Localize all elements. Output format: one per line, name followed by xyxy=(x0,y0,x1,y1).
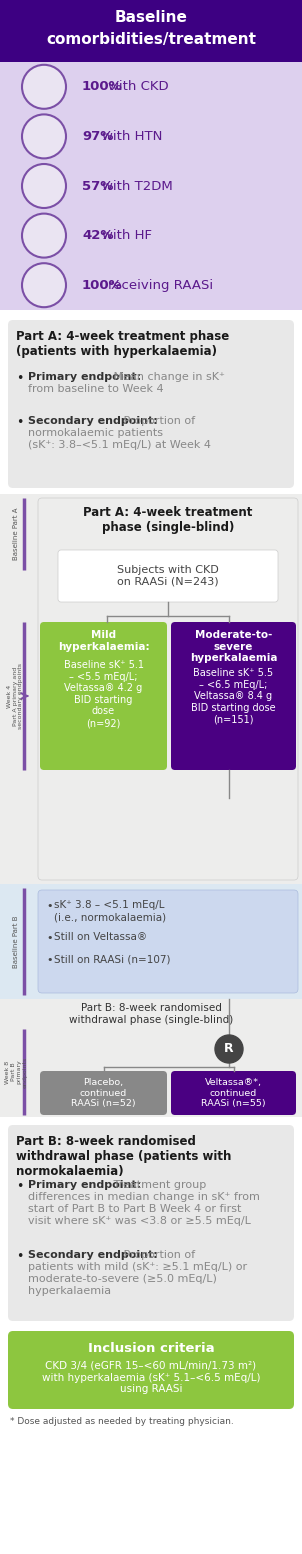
FancyBboxPatch shape xyxy=(8,320,294,488)
FancyBboxPatch shape xyxy=(171,1071,296,1116)
Text: comorbidities/treatment: comorbidities/treatment xyxy=(46,33,256,47)
Text: Part A: 4-week treatment phase
(patients with hyperkalaemia): Part A: 4-week treatment phase (patients… xyxy=(16,329,229,357)
Text: Part A: 4-week treatment
phase (single-blind): Part A: 4-week treatment phase (single-b… xyxy=(83,507,253,535)
Text: with HF: with HF xyxy=(102,228,153,242)
Text: normokalaemic patients: normokalaemic patients xyxy=(28,427,163,438)
Text: CKD 3/4 (eGFR 15–<60 mL/min/1.73 m²)
with hyperkalaemia (sK⁺ 5.1–<6.5 mEq/L)
usi: CKD 3/4 (eGFR 15–<60 mL/min/1.73 m²) wit… xyxy=(42,1361,260,1394)
Text: Secondary endpoint:: Secondary endpoint: xyxy=(28,416,158,426)
Text: Primary endpoint:: Primary endpoint: xyxy=(28,371,141,382)
Text: Secondary endpoint:: Secondary endpoint: xyxy=(28,1249,158,1260)
Text: Baseline sK⁺ 5.5
– <6.5 mEq/L;
Veltassa® 8.4 g
BID starting dose
(n=151): Baseline sK⁺ 5.5 – <6.5 mEq/L; Veltassa®… xyxy=(191,668,276,724)
Text: Moderate-to-
severe
hyperkalaemia: Moderate-to- severe hyperkalaemia xyxy=(190,629,277,664)
Text: Part B: 8-week randomised
withdrawal phase (single-blind): Part B: 8-week randomised withdrawal pha… xyxy=(69,1002,233,1024)
Text: Placebo,
continued
RAASi (n=52): Placebo, continued RAASi (n=52) xyxy=(71,1078,136,1108)
Bar xyxy=(0,999,302,1117)
Text: Veltassa®*,
continued
RAASi (n=55): Veltassa®*, continued RAASi (n=55) xyxy=(201,1078,266,1108)
Text: •: • xyxy=(16,371,23,385)
Text: Baseline sK⁺ 5.1
– <5.5 mEq/L;
Veltassa® 4.2 g
BID starting
dose
(n=92): Baseline sK⁺ 5.1 – <5.5 mEq/L; Veltassa®… xyxy=(63,660,143,727)
Circle shape xyxy=(22,65,66,109)
Text: •: • xyxy=(16,1179,23,1193)
Text: Subjects with CKD
on RAASi (N=243): Subjects with CKD on RAASi (N=243) xyxy=(117,566,219,587)
Text: Baseline Part B: Baseline Part B xyxy=(13,915,19,968)
Text: Treatment group: Treatment group xyxy=(111,1179,207,1190)
Text: differences in median change in sK⁺ from: differences in median change in sK⁺ from xyxy=(28,1192,260,1201)
Bar xyxy=(0,884,302,999)
FancyBboxPatch shape xyxy=(38,890,298,993)
Text: 57%: 57% xyxy=(82,180,113,193)
Text: Inclusion criteria: Inclusion criteria xyxy=(88,1343,214,1355)
FancyBboxPatch shape xyxy=(38,497,298,880)
Text: 100%: 100% xyxy=(82,81,123,93)
Text: •: • xyxy=(46,956,53,965)
Text: Week 4
Part A primary and
secondary endpoints: Week 4 Part A primary and secondary endp… xyxy=(7,664,23,729)
Text: patients with mild (sK⁺: ≥5.1 mEq/L) or: patients with mild (sK⁺: ≥5.1 mEq/L) or xyxy=(28,1262,247,1273)
Text: •: • xyxy=(46,932,53,943)
Text: Proportion of: Proportion of xyxy=(120,416,195,426)
Text: •: • xyxy=(16,1249,23,1263)
Text: with T2DM: with T2DM xyxy=(102,180,173,193)
Text: moderate-to-severe (≥5.0 mEq/L): moderate-to-severe (≥5.0 mEq/L) xyxy=(28,1274,217,1284)
Text: 42%: 42% xyxy=(82,228,114,242)
Text: (i.e., normokalaemia): (i.e., normokalaemia) xyxy=(54,912,166,922)
Bar xyxy=(0,0,302,62)
Text: Still on RAASi (n=107): Still on RAASi (n=107) xyxy=(54,954,171,963)
Text: sK⁺ 3.8 – <5.1 mEq/L: sK⁺ 3.8 – <5.1 mEq/L xyxy=(54,900,165,911)
Text: Part B: 8-week randomised
withdrawal phase (patients with
normokalaemia): Part B: 8-week randomised withdrawal pha… xyxy=(16,1134,231,1178)
Circle shape xyxy=(22,165,66,208)
Text: visit where sK⁺ was <3.8 or ≥5.5 mEq/L: visit where sK⁺ was <3.8 or ≥5.5 mEq/L xyxy=(28,1215,251,1226)
Text: hyperkalaemia: hyperkalaemia xyxy=(28,1287,111,1296)
FancyBboxPatch shape xyxy=(58,550,278,601)
Text: Mild
hyperkalaemia:: Mild hyperkalaemia: xyxy=(58,629,149,651)
Text: 100%: 100% xyxy=(82,278,123,292)
Text: (sK⁺: 3.8–<5.1 mEq/L) at Week 4: (sK⁺: 3.8–<5.1 mEq/L) at Week 4 xyxy=(28,440,211,451)
Text: * Dose adjusted as needed by treating physician.: * Dose adjusted as needed by treating ph… xyxy=(10,1417,234,1427)
Circle shape xyxy=(215,1035,243,1063)
Text: Week 8
Part B
primary
endpoints: Week 8 Part B primary endpoints xyxy=(5,1057,27,1088)
Bar xyxy=(0,494,302,884)
FancyBboxPatch shape xyxy=(40,622,167,769)
FancyBboxPatch shape xyxy=(8,1125,294,1321)
Circle shape xyxy=(22,263,66,308)
Circle shape xyxy=(22,115,66,159)
FancyBboxPatch shape xyxy=(40,1071,167,1116)
Text: Still on Veltassa®: Still on Veltassa® xyxy=(54,932,147,942)
FancyBboxPatch shape xyxy=(171,622,296,769)
Text: with CKD: with CKD xyxy=(108,81,169,93)
Text: Baseline: Baseline xyxy=(114,9,188,25)
Bar xyxy=(0,62,302,309)
Text: R: R xyxy=(224,1043,234,1055)
FancyBboxPatch shape xyxy=(8,1330,294,1409)
Text: start of Part B to Part B Week 4 or first: start of Part B to Part B Week 4 or firs… xyxy=(28,1204,241,1214)
Text: Primary endpoint:: Primary endpoint: xyxy=(28,1179,141,1190)
Circle shape xyxy=(22,213,66,258)
Text: from baseline to Week 4: from baseline to Week 4 xyxy=(28,384,164,395)
Text: •: • xyxy=(46,901,53,911)
Text: Baseline Part A: Baseline Part A xyxy=(13,508,19,561)
Text: •: • xyxy=(16,416,23,429)
Text: Mean change in sK⁺: Mean change in sK⁺ xyxy=(111,371,225,382)
Text: with HTN: with HTN xyxy=(102,131,163,143)
Text: Proportion of: Proportion of xyxy=(120,1249,195,1260)
Text: 97%: 97% xyxy=(82,131,113,143)
Text: receiving RAASi: receiving RAASi xyxy=(108,278,213,292)
